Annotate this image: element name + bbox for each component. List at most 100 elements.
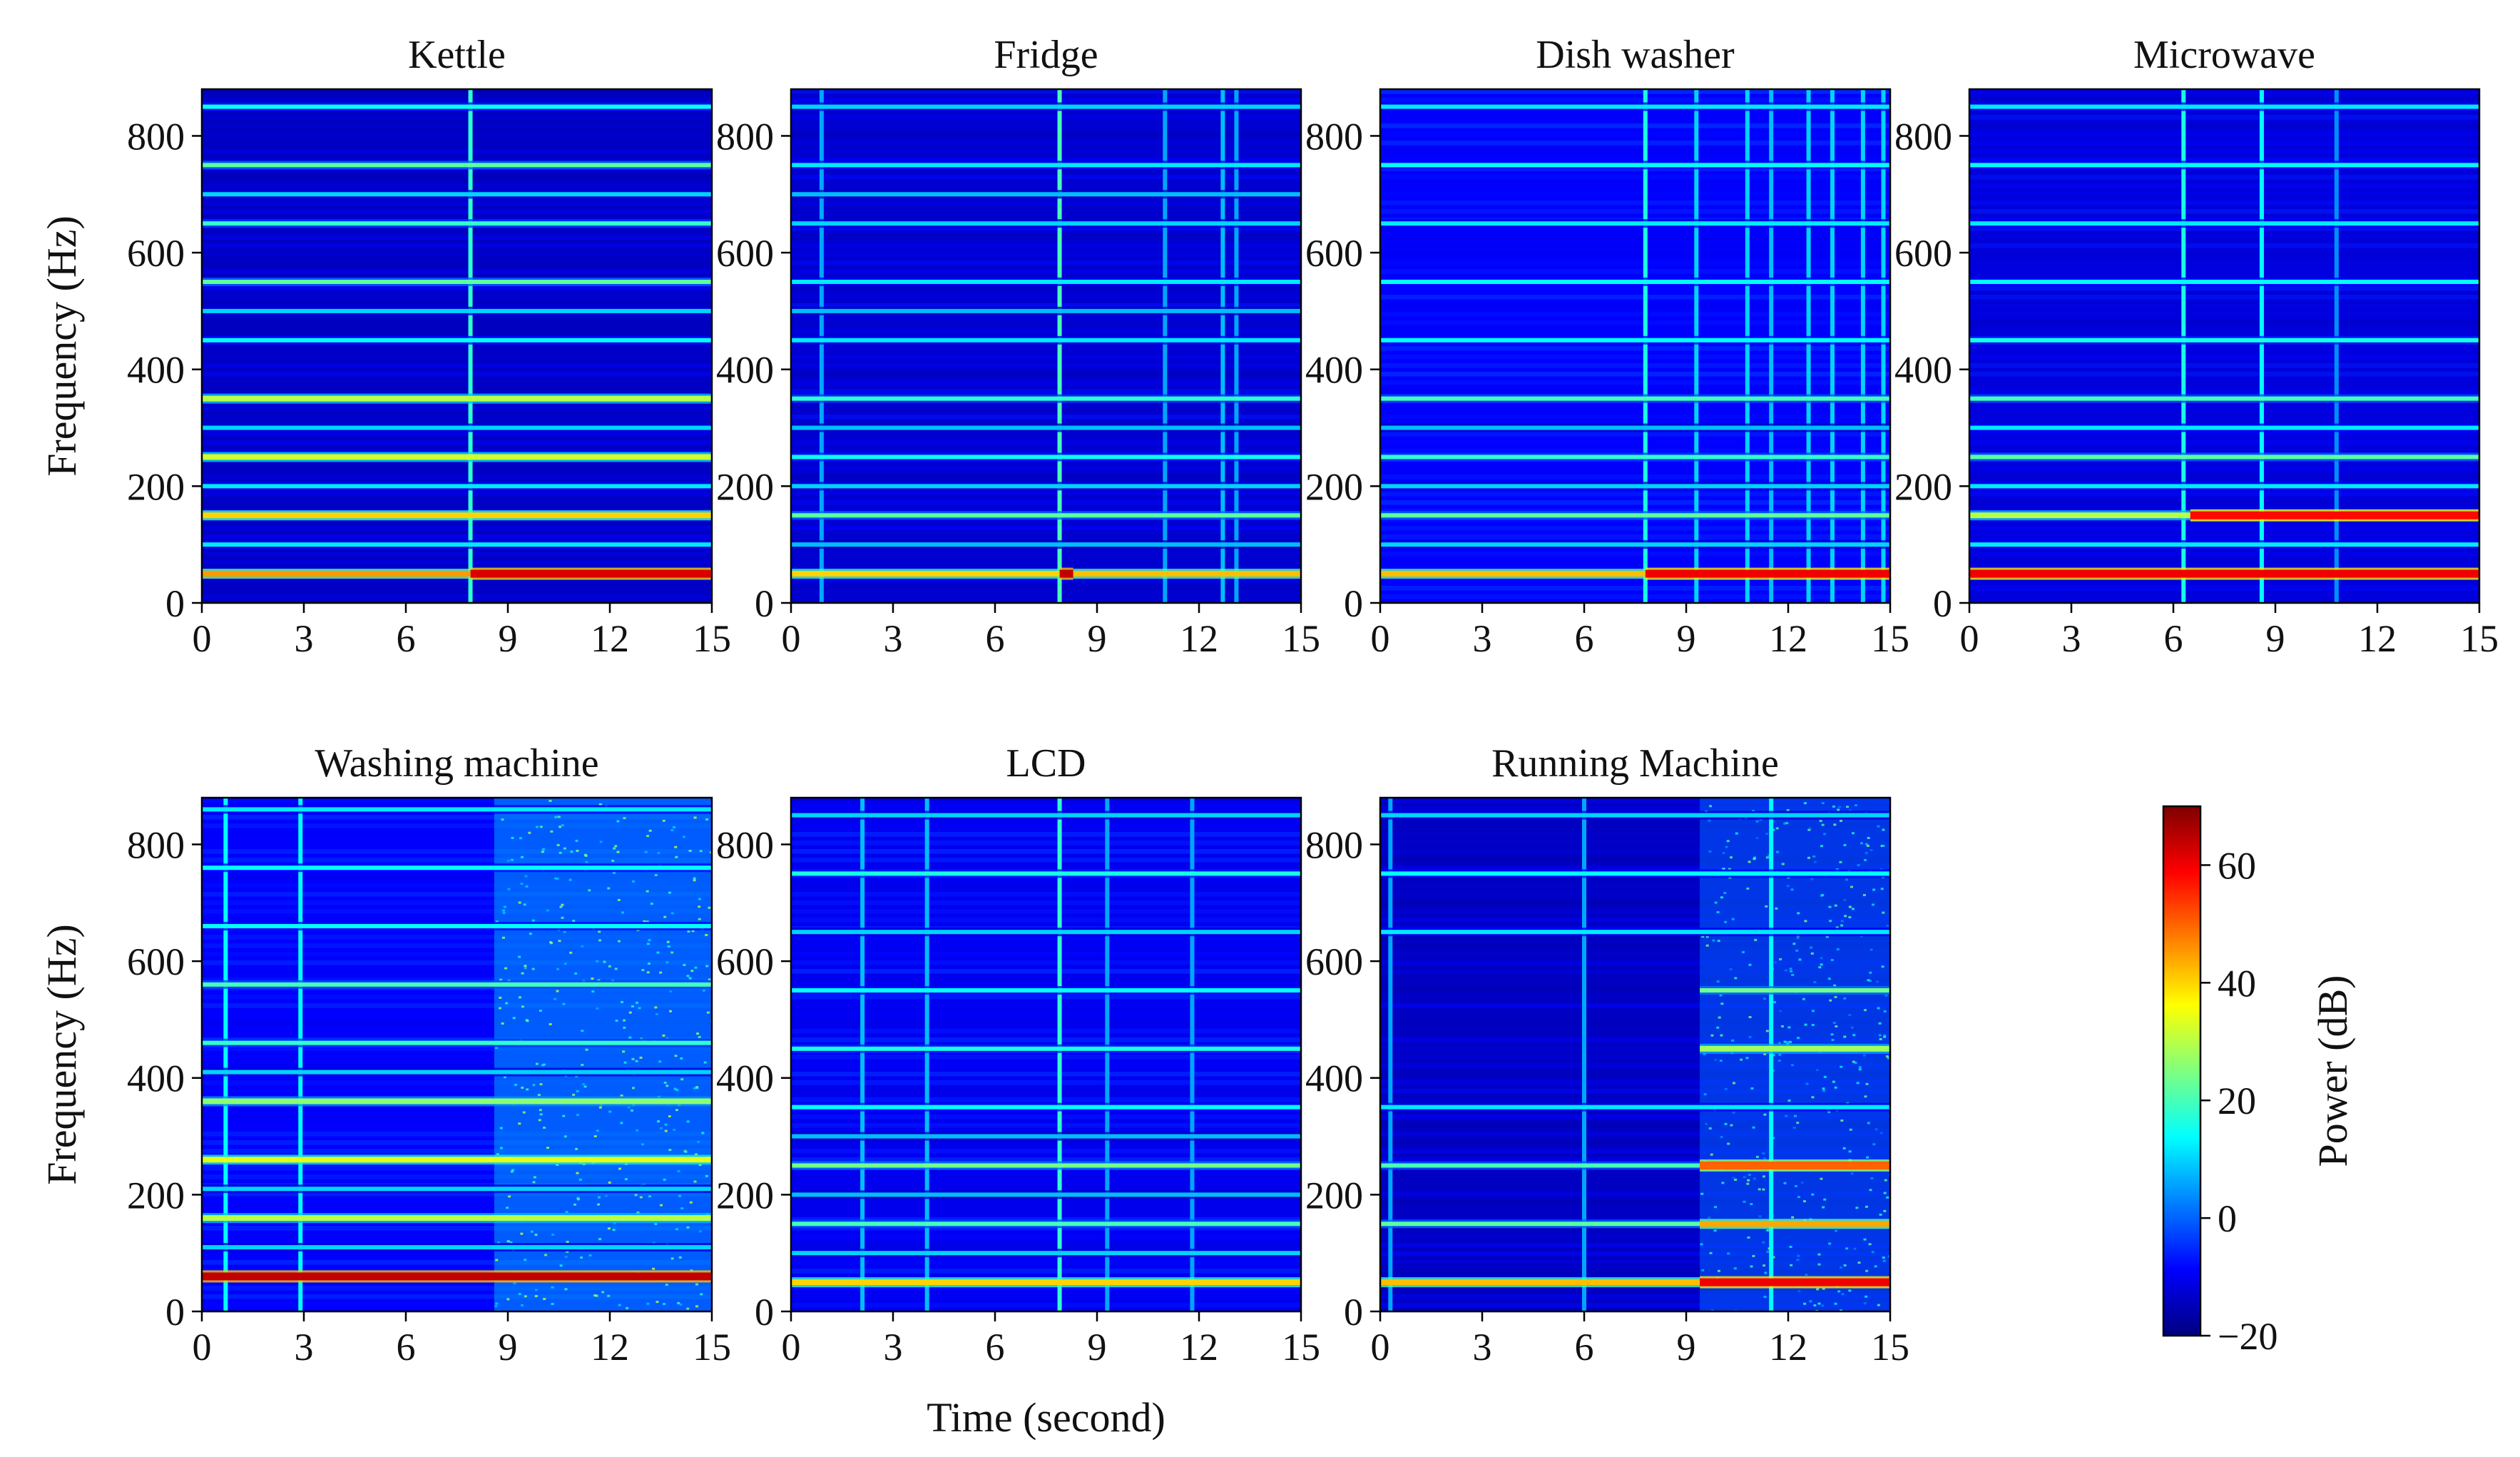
spectrogram-noise-speck (1790, 1264, 1793, 1266)
spectrogram-texture-strip (791, 978, 1301, 983)
spectrogram-texture-strip (202, 1089, 712, 1094)
spectrogram-noise-speck (563, 930, 566, 933)
spectrogram-panel: LCD 0 3 6 9 12 15 0 200 400 600 800 (716, 741, 1320, 1369)
spectrogram-texture-strip (791, 1029, 1301, 1034)
spectrogram-texture-strip (202, 1140, 712, 1145)
spectrogram-noise-speck (1703, 1093, 1707, 1096)
spectrogram-harmonic-line (791, 571, 1060, 577)
spectrogram-texture-strip (1380, 586, 1890, 591)
spectrogram-texture-strip (791, 269, 1301, 274)
spectrogram-texture-strip (791, 432, 1301, 437)
spectrogram-texture-strip (1380, 1072, 1890, 1077)
spectrogram-noise-speck (1797, 1290, 1801, 1293)
spectrogram-noise-speck (1879, 1213, 1882, 1216)
spectrogram-noise-speck (1724, 920, 1728, 923)
spectrogram-noise-speck (1878, 1022, 1882, 1025)
spectrogram-texture-strip (1380, 346, 1890, 351)
spectrogram-noise-speck (599, 803, 603, 806)
colorbar-tick-label: 20 (2218, 1080, 2256, 1122)
spectrogram-texture-strip (791, 1243, 1301, 1248)
spectrogram-noise-speck (665, 961, 669, 964)
spectrogram-noise-speck (1721, 1182, 1725, 1184)
spectrogram-texture-strip (202, 1046, 712, 1051)
spectrogram-noise-speck (1763, 1264, 1766, 1267)
spectrogram-harmonic-line (202, 542, 712, 547)
spectrogram-noise-speck (551, 1286, 554, 1289)
spectrogram-noise-speck (646, 943, 650, 945)
spectrogram-panel: Fridge 0 3 6 9 12 15 0 200 400 600 800 (716, 33, 1320, 660)
spectrogram-noise-speck (665, 1085, 669, 1087)
spectrogram-noise-speck (669, 990, 673, 993)
spectrogram-texture-strip (202, 900, 712, 905)
spectrogram-texture-strip (791, 440, 1301, 445)
spectrogram-noise-speck (499, 1127, 503, 1129)
spectrogram-texture-strip (1380, 1063, 1890, 1068)
spectrogram-noise-speck (698, 905, 701, 908)
spectrogram-texture-strip (791, 115, 1301, 120)
spectrogram-noise-speck (1818, 966, 1822, 969)
spectrogram-noise-speck (693, 1180, 697, 1183)
y-axis-label: Frequency (Hz) (39, 215, 85, 477)
y-tick-label: 400 (716, 349, 774, 392)
spectrogram-noise-speck (1829, 920, 1832, 923)
spectrogram-noise-speck (543, 1126, 546, 1129)
spectrogram-texture-strip (1969, 183, 2479, 188)
spectrogram-texture-strip (202, 1303, 712, 1308)
spectrogram-noise-speck (1758, 1188, 1761, 1191)
spectrogram-texture-strip (791, 303, 1301, 308)
spectrogram-noise-speck (511, 836, 514, 839)
spectrogram-texture-strip (791, 849, 1301, 854)
spectrogram-noise-speck (1869, 848, 1873, 851)
spectrogram-noise-speck (623, 1061, 627, 1064)
spectrogram-noise-speck (596, 1007, 599, 1010)
x-tick-label: 15 (1871, 1326, 1909, 1369)
colorbar-tick-label: 0 (2218, 1197, 2237, 1240)
spectrogram-harmonic-line (202, 1098, 712, 1105)
spectrogram-texture-strip (1969, 526, 2479, 531)
spectrogram-noise-speck (673, 1087, 677, 1090)
y-tick-label: 800 (127, 823, 185, 866)
spectrogram-noise-speck (1842, 1147, 1846, 1149)
spectrogram-texture-strip (1969, 252, 2479, 257)
spectrogram-noise-speck (1763, 1052, 1767, 1055)
spectrogram-noise-speck (646, 890, 649, 893)
spectrogram-texture-strip (1380, 823, 1890, 828)
spectrogram-texture-strip (1969, 363, 2479, 368)
spectrogram-noise-speck (1865, 852, 1868, 855)
x-tick-label: 3 (1473, 617, 1492, 660)
spectrogram-noise-speck (532, 1181, 536, 1184)
spectrogram-noise-speck (1865, 1295, 1868, 1298)
spectrogram-event-line (2181, 89, 2186, 603)
spectrogram-noise-speck (1854, 1062, 1857, 1065)
spectrogram-texture-strip (202, 474, 712, 479)
spectrogram-harmonic-line (791, 221, 1301, 226)
spectrogram-noise-speck (1882, 911, 1885, 914)
spectrogram-texture-strip (1380, 798, 1890, 803)
y-tick-label: 600 (716, 232, 774, 275)
spectrogram-noise-speck (1701, 935, 1705, 938)
spectrogram-noise-speck (1874, 1128, 1878, 1131)
spectrogram-harmonic-line (791, 280, 1301, 284)
spectrogram-harmonic-line (1380, 571, 1646, 577)
spectrogram-texture-strip (202, 978, 712, 983)
spectrogram-noise-speck (510, 858, 514, 861)
spectrogram-noise-speck (596, 1129, 599, 1132)
spectrogram-noise-speck (1865, 1269, 1869, 1272)
spectrogram-noise-speck (1872, 903, 1875, 906)
spectrogram-harmonic-line (1700, 1045, 1890, 1052)
spectrogram-noise-speck (1850, 1026, 1854, 1029)
colorbar-tick-label: 40 (2218, 962, 2256, 1005)
spectrogram-texture-strip (791, 1303, 1301, 1308)
spectrogram-harmonic-line (470, 569, 712, 578)
spectrogram-noise-speck (1821, 1304, 1825, 1307)
spectrogram-texture-strip (1380, 517, 1890, 522)
spectrogram-noise-speck (568, 878, 572, 881)
spectrogram-texture-strip (1969, 534, 2479, 539)
spectrogram-noise-speck (1708, 819, 1711, 822)
spectrogram-noise-speck (496, 1153, 499, 1156)
spectrogram-texture-strip (791, 183, 1301, 188)
spectrogram-texture-strip (1969, 560, 2479, 565)
spectrogram-texture-strip (791, 132, 1301, 137)
spectrogram-noise-speck (1714, 901, 1718, 904)
spectrogram-noise-speck (549, 799, 552, 802)
